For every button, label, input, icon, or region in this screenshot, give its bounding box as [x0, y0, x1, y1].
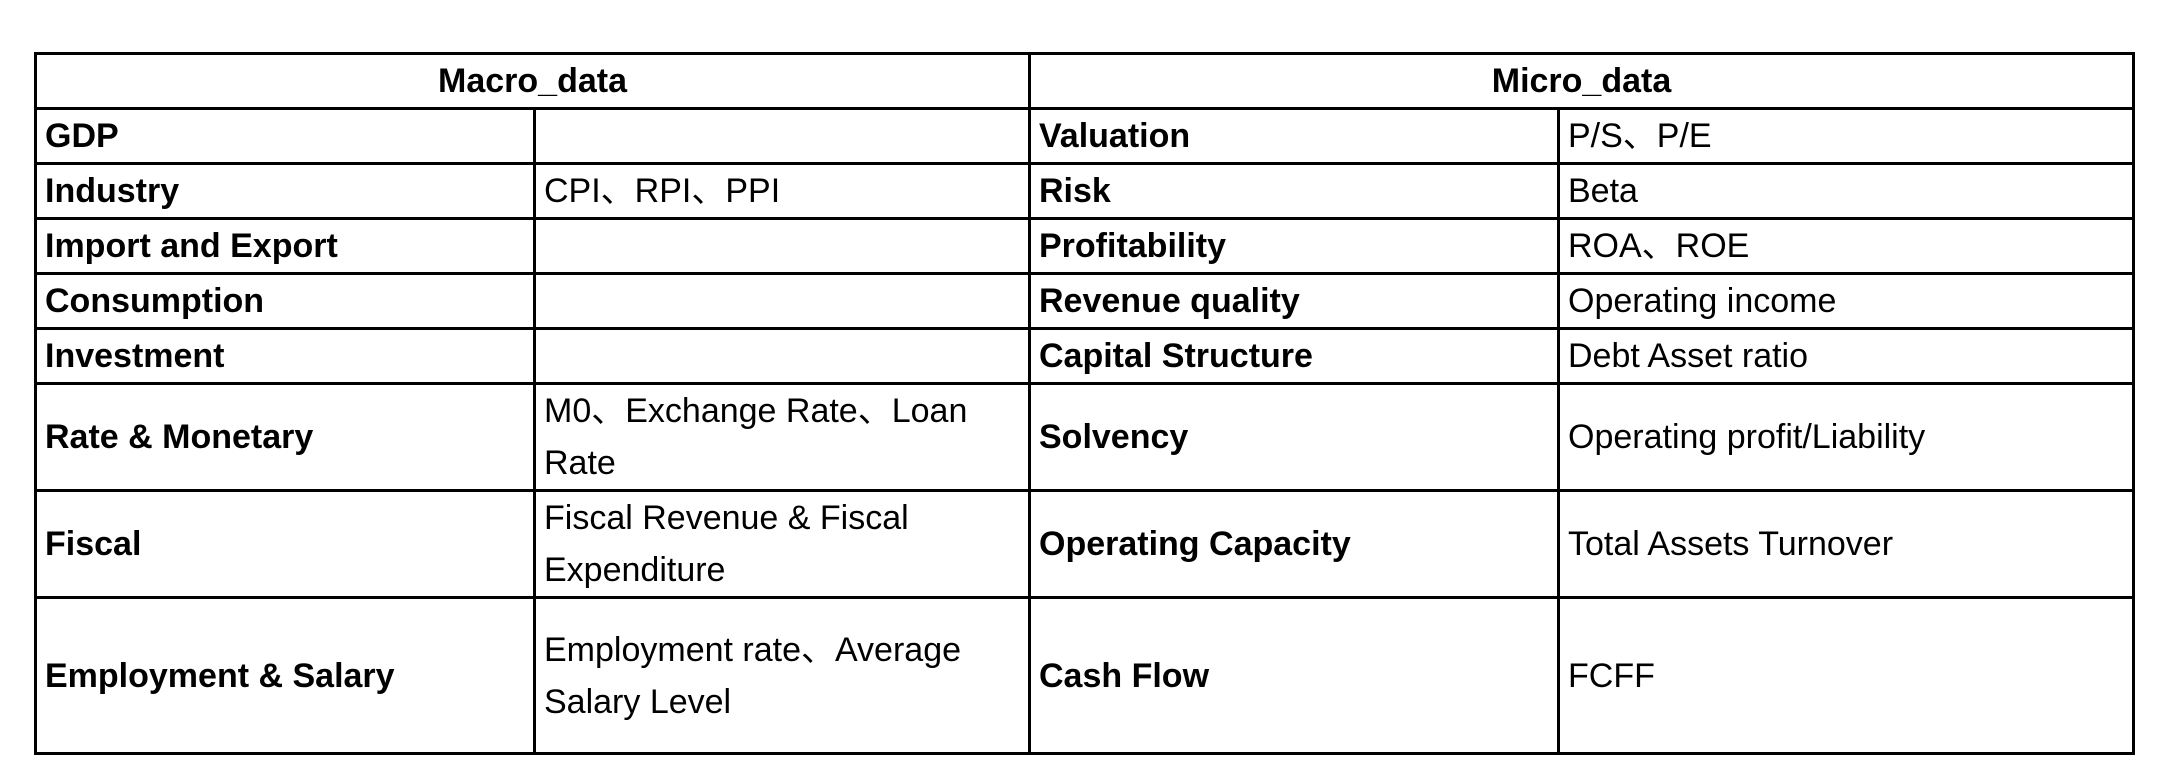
table-row: Rate & Monetary M0、Exchange Rate、Loan Ra… [34, 382, 2135, 492]
macro-label-cell: Employment & Salary [34, 596, 536, 755]
data-table: Macro_data Micro_data GDP Valuation P/S、… [34, 52, 2135, 755]
macro-data-header: Macro_data [34, 52, 1031, 110]
micro-value-cell: Total Assets Turnover [1557, 489, 2135, 599]
micro-value-cell: Operating profit/Liability [1557, 382, 2135, 492]
macro-label-cell: Industry [34, 162, 536, 220]
micro-label-cell: Cash Flow [1028, 596, 1560, 755]
macro-value-cell: M0、Exchange Rate、Loan Rate [533, 382, 1031, 492]
macro-value-cell [533, 217, 1031, 275]
table-row: Employment & Salary Employment rate、Aver… [34, 596, 2135, 755]
table-row: Fiscal Fiscal Revenue & Fiscal Expenditu… [34, 489, 2135, 599]
macro-label-cell: Investment [34, 327, 536, 385]
macro-label-cell: Consumption [34, 272, 536, 330]
micro-value-cell: FCFF [1557, 596, 2135, 755]
header-row: Macro_data Micro_data [34, 52, 2135, 110]
macro-label-cell: Fiscal [34, 489, 536, 599]
macro-label-cell: Import and Export [34, 217, 536, 275]
table-row: Investment Capital Structure Debt Asset … [34, 327, 2135, 385]
micro-label-cell: Profitability [1028, 217, 1560, 275]
micro-data-header: Micro_data [1028, 52, 2135, 110]
macro-label-cell: GDP [34, 107, 536, 165]
macro-value-cell: CPI、RPI、PPI [533, 162, 1031, 220]
micro-value-cell: P/S、P/E [1557, 107, 2135, 165]
table-row: Industry CPI、RPI、PPI Risk Beta [34, 162, 2135, 220]
macro-value-cell [533, 327, 1031, 385]
micro-label-cell: Revenue quality [1028, 272, 1560, 330]
micro-value-cell: Operating income [1557, 272, 2135, 330]
macro-value-cell [533, 107, 1031, 165]
micro-label-cell: Risk [1028, 162, 1560, 220]
micro-label-cell: Capital Structure [1028, 327, 1560, 385]
micro-value-cell: Beta [1557, 162, 2135, 220]
table-row: Import and Export Profitability ROA、ROE [34, 217, 2135, 275]
micro-label-cell: Solvency [1028, 382, 1560, 492]
micro-label-cell: Operating Capacity [1028, 489, 1560, 599]
micro-value-cell: Debt Asset ratio [1557, 327, 2135, 385]
micro-value-cell: ROA、ROE [1557, 217, 2135, 275]
table-row: Consumption Revenue quality Operating in… [34, 272, 2135, 330]
macro-value-cell: Fiscal Revenue & Fiscal Expenditure [533, 489, 1031, 599]
table-row: GDP Valuation P/S、P/E [34, 107, 2135, 165]
macro-value-cell [533, 272, 1031, 330]
micro-label-cell: Valuation [1028, 107, 1560, 165]
macro-label-cell: Rate & Monetary [34, 382, 536, 492]
macro-value-cell: Employment rate、Average Salary Level [533, 596, 1031, 755]
